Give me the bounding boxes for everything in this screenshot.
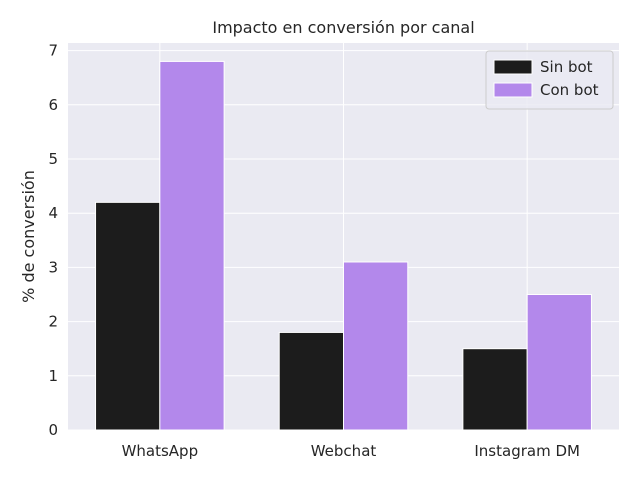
x-axis-ticks: WhatsApp Webchat Instagram DM [122, 442, 580, 460]
bar-con-bot-instagram-dm [526, 293, 592, 431]
x-tick-label: WhatsApp [122, 442, 199, 460]
y-axis-ticks: 0 1 2 3 4 5 6 7 [48, 42, 58, 439]
legend-swatch [493, 82, 533, 98]
bar-sin-bot-instagram-dm [462, 348, 528, 431]
chart-title: Impacto en conversión por canal [212, 18, 474, 37]
legend-label: Sin bot [540, 58, 593, 76]
y-tick-label: 7 [48, 42, 58, 60]
y-tick-label: 1 [48, 367, 58, 385]
y-tick-label: 0 [48, 421, 58, 439]
y-tick-label: 4 [48, 204, 58, 222]
bar-sin-bot-whatsapp [95, 201, 161, 431]
x-tick-label: Instagram DM [474, 442, 580, 460]
y-tick-label: 3 [48, 258, 58, 276]
y-axis-label: % de conversión [19, 170, 38, 303]
x-tick-label: Webchat [311, 442, 377, 460]
legend-label: Con bot [540, 81, 599, 99]
legend: Sin bot Con bot [485, 50, 614, 110]
y-tick-label: 5 [48, 150, 58, 168]
y-tick-label: 6 [48, 96, 58, 114]
y-tick-label: 2 [48, 313, 58, 331]
bar-group [95, 60, 592, 431]
bar-sin-bot-webchat [278, 331, 345, 431]
bar-con-bot-webchat [343, 261, 409, 431]
legend-swatch [493, 59, 533, 75]
bar-con-bot-whatsapp [159, 60, 225, 431]
